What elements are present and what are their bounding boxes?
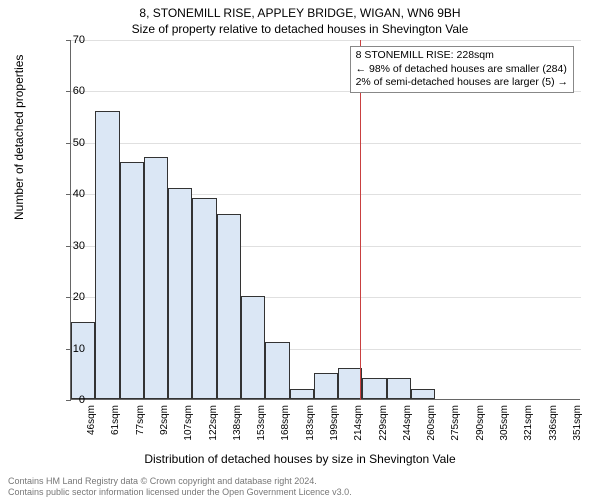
histogram-bar bbox=[95, 111, 119, 399]
xtick-label: 77sqm bbox=[135, 405, 146, 435]
xtick-label: 321sqm bbox=[523, 405, 534, 441]
footer-line2: Contains public sector information licen… bbox=[8, 487, 352, 498]
ytick-mark bbox=[66, 246, 71, 247]
histogram-bar bbox=[168, 188, 192, 399]
xtick-label: 138sqm bbox=[232, 405, 243, 441]
xtick-label: 168sqm bbox=[280, 405, 291, 441]
xtick-label: 107sqm bbox=[183, 405, 194, 441]
x-axis-label: Distribution of detached houses by size … bbox=[0, 452, 600, 466]
xtick-label: 199sqm bbox=[329, 405, 340, 441]
ytick-label: 10 bbox=[73, 343, 85, 355]
histogram-bar bbox=[71, 322, 95, 399]
annotation-box: 8 STONEMILL RISE: 228sqm ← 98% of detach… bbox=[350, 46, 574, 93]
ytick-label: 70 bbox=[73, 34, 85, 46]
histogram-bar bbox=[120, 162, 144, 399]
gridline bbox=[71, 40, 581, 41]
y-axis-label: Number of detached properties bbox=[12, 55, 26, 220]
xtick-label: 61sqm bbox=[110, 405, 121, 435]
histogram-bar bbox=[192, 198, 216, 399]
xtick-label: 122sqm bbox=[208, 405, 219, 441]
annotation-line3: 2% of semi-detached houses are larger (5… bbox=[356, 76, 568, 90]
histogram-bar bbox=[362, 378, 386, 399]
xtick-label: 46sqm bbox=[86, 405, 97, 435]
xtick-label: 229sqm bbox=[378, 405, 389, 441]
ytick-label: 0 bbox=[79, 394, 85, 406]
marker-line bbox=[360, 40, 361, 400]
chart-title-main: 8, STONEMILL RISE, APPLEY BRIDGE, WIGAN,… bbox=[0, 6, 600, 20]
annotation-line2: ← 98% of detached houses are smaller (28… bbox=[356, 63, 568, 77]
gridline bbox=[71, 143, 581, 144]
ytick-label: 40 bbox=[73, 188, 85, 200]
xtick-label: 290sqm bbox=[475, 405, 486, 441]
histogram-bar bbox=[217, 214, 241, 399]
annotation-line1: 8 STONEMILL RISE: 228sqm bbox=[356, 49, 568, 63]
xtick-label: 336sqm bbox=[548, 405, 559, 441]
xtick-label: 275sqm bbox=[450, 405, 461, 441]
histogram-bar bbox=[265, 342, 289, 399]
histogram-bar bbox=[144, 157, 168, 399]
xtick-label: 305sqm bbox=[499, 405, 510, 441]
xtick-label: 244sqm bbox=[402, 405, 413, 441]
histogram-bar bbox=[411, 389, 435, 399]
ytick-label: 30 bbox=[73, 240, 85, 252]
ytick-mark bbox=[66, 40, 71, 41]
ytick-mark bbox=[66, 91, 71, 92]
chart-container: 8, STONEMILL RISE, APPLEY BRIDGE, WIGAN,… bbox=[0, 0, 600, 500]
histogram-bar bbox=[314, 373, 338, 399]
xtick-label: 351sqm bbox=[572, 405, 583, 441]
chart-title-sub: Size of property relative to detached ho… bbox=[0, 22, 600, 36]
ytick-mark bbox=[66, 143, 71, 144]
xtick-label: 260sqm bbox=[426, 405, 437, 441]
footer-attribution: Contains HM Land Registry data © Crown c… bbox=[8, 476, 352, 498]
ytick-mark bbox=[66, 400, 71, 401]
plot-area: 46sqm61sqm77sqm92sqm107sqm122sqm138sqm15… bbox=[70, 40, 580, 400]
ytick-mark bbox=[66, 297, 71, 298]
histogram-bar bbox=[290, 389, 314, 399]
xtick-label: 214sqm bbox=[353, 405, 364, 441]
ytick-label: 50 bbox=[73, 137, 85, 149]
histogram-bar bbox=[338, 368, 362, 399]
ytick-label: 60 bbox=[73, 85, 85, 97]
ytick-label: 20 bbox=[73, 291, 85, 303]
ytick-mark bbox=[66, 194, 71, 195]
histogram-bar bbox=[387, 378, 411, 399]
footer-line1: Contains HM Land Registry data © Crown c… bbox=[8, 476, 352, 487]
xtick-label: 92sqm bbox=[159, 405, 170, 435]
xtick-label: 153sqm bbox=[256, 405, 267, 441]
xtick-label: 183sqm bbox=[305, 405, 316, 441]
histogram-bar bbox=[241, 296, 265, 399]
